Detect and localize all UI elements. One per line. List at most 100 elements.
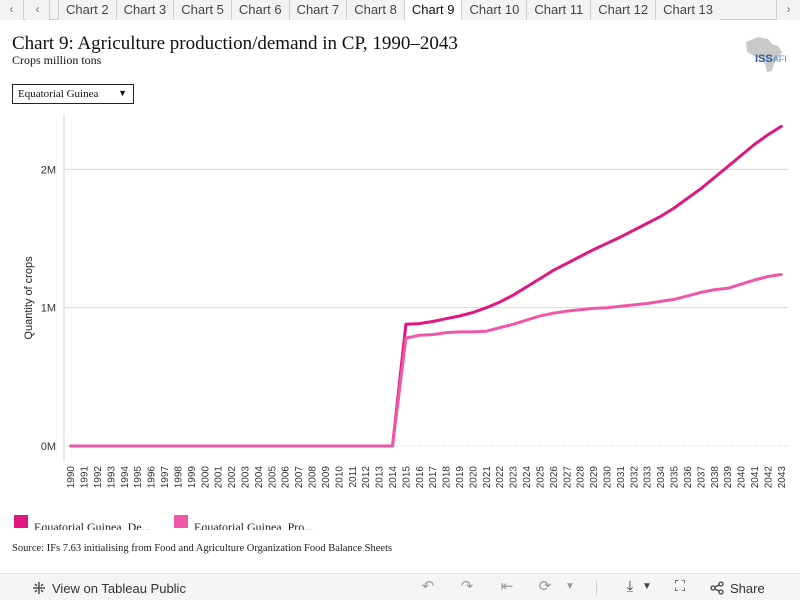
tab-scroll-prev-button[interactable]: ‹ — [26, 0, 50, 20]
y-tick-label: 1M — [41, 303, 56, 315]
series-line[interactable] — [69, 124, 783, 448]
y-tick-label: 0M — [41, 441, 56, 453]
tab-chart-7[interactable]: Chart 7 — [288, 0, 347, 20]
x-tick-label: 2033 — [643, 466, 654, 489]
toolbar-divider — [596, 580, 597, 595]
view-on-tableau-label: View on Tableau Public — [52, 580, 186, 596]
fullscreen-icon: ⛶ — [674, 578, 686, 595]
redo-button[interactable]: ↷ — [457, 578, 477, 596]
x-tick-label: 1992 — [93, 466, 104, 489]
chevron-down-icon: ▼ — [565, 581, 575, 592]
x-tick-label: 2015 — [401, 466, 412, 489]
x-tick-label: 2031 — [616, 466, 627, 489]
x-tick-label: 2025 — [535, 466, 546, 489]
x-tick-label: 2040 — [737, 466, 748, 489]
tab-chart-3[interactable]: Chart 3 — [115, 0, 174, 20]
caret-down-icon: ▼ — [118, 88, 127, 98]
tab-chart-10[interactable]: Chart 10 — [461, 0, 527, 20]
x-tick-label: 2020 — [468, 466, 479, 489]
x-tick-label: 2036 — [683, 466, 694, 489]
x-tick-label: 2007 — [294, 466, 305, 489]
x-tick-label: 1996 — [147, 466, 158, 489]
refresh-icon: ⟳ — [538, 578, 552, 595]
legend-label: Equatorial Guinea_De... — [34, 520, 151, 530]
x-tick-label: 2011 — [348, 466, 359, 488]
iss-africa-logo — [746, 37, 782, 72]
x-tick-label: 2030 — [603, 466, 614, 489]
x-tick-label: 2024 — [522, 466, 533, 489]
x-tick-label: 2032 — [629, 466, 640, 489]
x-tick-label: 1997 — [160, 466, 171, 489]
download-icon: ⤓ — [626, 578, 634, 595]
x-tick-label: 2043 — [777, 466, 788, 489]
x-tick-label: 2005 — [267, 466, 278, 489]
x-tick-label: 1999 — [187, 466, 198, 489]
x-tick-label: 2000 — [200, 466, 211, 489]
source-note: Source: IFs 7.63 initialising from Food … — [12, 543, 393, 554]
redo-icon: ↷ — [460, 578, 474, 595]
country-select[interactable]: Equatorial Guinea ▼ — [12, 84, 134, 104]
x-tick-label: 2038 — [710, 466, 721, 489]
x-tick-label: 2002 — [227, 466, 238, 489]
revert-button[interactable]: ⇤ — [497, 578, 517, 596]
x-tick-label: 2004 — [254, 466, 265, 489]
page-title: Chart 9: Agriculture production/demand i… — [12, 33, 458, 54]
x-tick-label: 2029 — [589, 466, 600, 489]
x-tick-label: 1990 — [66, 466, 77, 489]
x-tick-label: 2021 — [482, 466, 493, 489]
x-tick-label: 2019 — [455, 466, 466, 489]
tab-chart-11[interactable]: Chart 11 — [526, 0, 591, 20]
x-tick-label: 1998 — [173, 466, 184, 489]
download-button[interactable]: ⤓ — [620, 578, 640, 596]
tab-chart-8[interactable]: Chart 8 — [346, 0, 404, 20]
fullscreen-button[interactable]: ⛶ — [670, 578, 690, 596]
legend-swatch — [174, 515, 188, 528]
country-select-value: Equatorial Guinea — [18, 88, 99, 100]
x-tick-label: 2008 — [308, 466, 319, 489]
tab-scroll-right-button[interactable]: › — [776, 0, 800, 20]
x-tick-label: 2042 — [763, 466, 774, 489]
undo-button[interactable]: ↶ — [418, 578, 438, 596]
tab-chart-13[interactable]: Chart 13 — [655, 0, 721, 20]
logo-wordmark: ISSAFI — [755, 53, 787, 65]
tab-chart-6[interactable]: Chart 6 — [230, 0, 289, 20]
y-axis-title: Quantity of crops — [23, 256, 35, 340]
x-tick-label: 2037 — [696, 466, 707, 489]
revert-icon: ⇤ — [500, 578, 514, 595]
x-tick-label: 2041 — [750, 466, 761, 489]
sheet-tabs: Chart 2 Chart 3 Chart 5 Chart 6 Chart 7 Chart… — [58, 0, 721, 21]
download-menu-button[interactable]: ▼ — [637, 578, 657, 596]
x-tick-label: 2035 — [670, 466, 681, 489]
tab-chart-9[interactable]: Chart 9 — [403, 0, 462, 21]
x-tick-label: 2009 — [321, 466, 332, 489]
series-line[interactable] — [69, 273, 783, 448]
view-on-tableau-link[interactable]: View on Tableau Public — [32, 579, 186, 597]
x-tick-label: 2012 — [361, 466, 372, 489]
chart-legend: Equatorial Guinea_De... Equatorial Guinea… — [14, 514, 794, 530]
share-button[interactable]: Share — [710, 579, 765, 597]
tab-chart-12[interactable]: Chart 12 — [590, 0, 656, 20]
x-tick-label: 1995 — [133, 466, 144, 489]
x-tick-label: 2003 — [241, 466, 252, 489]
refresh-menu-button[interactable]: ▼ — [560, 578, 580, 596]
x-tick-label: 2026 — [549, 466, 560, 489]
x-tick-label: 1993 — [106, 466, 117, 489]
x-tick-label: 1991 — [80, 466, 91, 489]
chevron-down-icon: ▼ — [642, 581, 652, 592]
legend-label: Equatorial Guinea_Pro... — [194, 520, 314, 530]
x-tick-label: 2028 — [576, 466, 587, 489]
x-tick-label: 1994 — [120, 466, 131, 489]
share-label: Share — [730, 580, 765, 596]
legend-swatch — [14, 515, 28, 528]
x-tick-label: 2034 — [656, 466, 667, 489]
tab-chart-2[interactable]: Chart 2 — [58, 0, 116, 20]
tab-chart-5[interactable]: Chart 5 — [173, 0, 231, 20]
x-tick-label: 2039 — [723, 466, 734, 489]
refresh-button[interactable]: ⟳ — [535, 578, 555, 596]
x-tick-label: 2018 — [442, 466, 453, 489]
tableau-toolbar: View on Tableau Public ↶ ↷ ⇤ ⟳ ▼ ⤓ ▼ ⛶ S… — [0, 573, 800, 600]
tab-scroll-left-button[interactable]: ‹ — [0, 0, 24, 20]
x-tick-label: 2016 — [415, 466, 426, 489]
